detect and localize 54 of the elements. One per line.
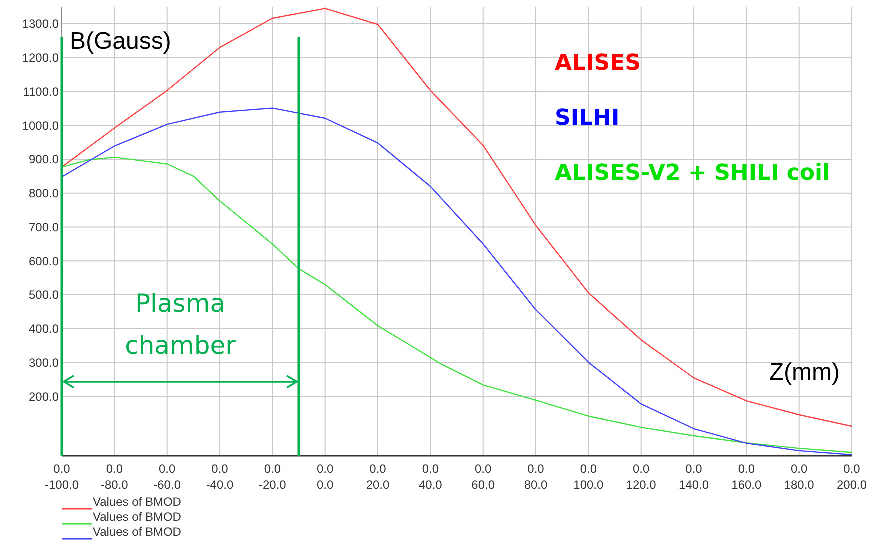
y-tick-label: 600.0 [28, 254, 60, 268]
x-tick-label: 100.0 [574, 478, 604, 492]
annotation: ALISES [555, 51, 641, 76]
x-tick-label: 60.0 [472, 478, 496, 492]
x-tick-label: 140.0 [678, 478, 710, 492]
legend-label: Values of BMOD [93, 525, 182, 539]
x-tick-label: -20.0 [258, 478, 287, 492]
text: 0.0 [370, 462, 387, 476]
annotation: Plasma chamber [125, 288, 237, 360]
y-tick-label: 900.0 [28, 152, 60, 167]
y-tick-label: 1000.0 [22, 118, 60, 133]
y-tick-label: 400.0 [28, 322, 60, 336]
legend-label: Values of BMOD [93, 510, 182, 524]
x-tick-label: 120.0 [626, 478, 657, 492]
text: 0.0 [528, 462, 545, 476]
x-tick-label: 20.0 [366, 478, 390, 492]
text: 0.0 [212, 462, 229, 476]
text: 0.0 [54, 462, 71, 476]
x-tick-label: 80.0 [524, 478, 548, 492]
x-tick-label: 40.0 [418, 478, 443, 492]
x-tick-label: 200.0 [836, 478, 868, 492]
text: 0.0 [158, 462, 176, 476]
text: 0.0 [738, 462, 756, 476]
x-tick-label: -60.0 [154, 478, 182, 492]
y-axis-title: B(Gauss) [70, 28, 172, 55]
y-tick-label: 1100.0 [23, 84, 60, 99]
x-tick-label: 0.0 [316, 478, 334, 492]
y-tick-label: 300.0 [28, 356, 60, 370]
annotation: ALISES-V2 + SHILI coil [555, 161, 830, 186]
y-tick-label: 700.0 [28, 220, 60, 234]
text: 0.0 [264, 462, 282, 476]
text: 0.0 [316, 462, 334, 476]
text: 0.0 [844, 462, 861, 476]
y-tick-label: 200.0 [28, 390, 60, 404]
x-axis-title: Z(mm) [769, 358, 840, 386]
text: 0.0 [632, 462, 650, 476]
x-tick-label: -40.0 [206, 478, 234, 492]
y-tick-label: 1200.0 [22, 51, 60, 66]
y-tick-label: 800.0 [28, 186, 60, 201]
text: 0.0 [422, 462, 440, 476]
x-tick-label: 180.0 [784, 478, 815, 492]
y-tick-label: 1300.0 [22, 17, 60, 32]
x-tick-label: -80.0 [100, 478, 129, 492]
text: 0.0 [474, 462, 492, 476]
legend-label: Values of BMOD [93, 495, 182, 509]
text: 0.0 [106, 462, 124, 476]
x-tick-label: 160.0 [732, 478, 762, 492]
text: 0.0 [686, 462, 703, 476]
y-tick-label: 500.0 [28, 288, 60, 302]
annotation: SILHI [555, 106, 620, 131]
line-series [61, 8, 853, 428]
text: 0.0 [790, 462, 808, 476]
x-tick-label: -100.0 [44, 478, 80, 492]
text: 0.0 [580, 462, 598, 476]
